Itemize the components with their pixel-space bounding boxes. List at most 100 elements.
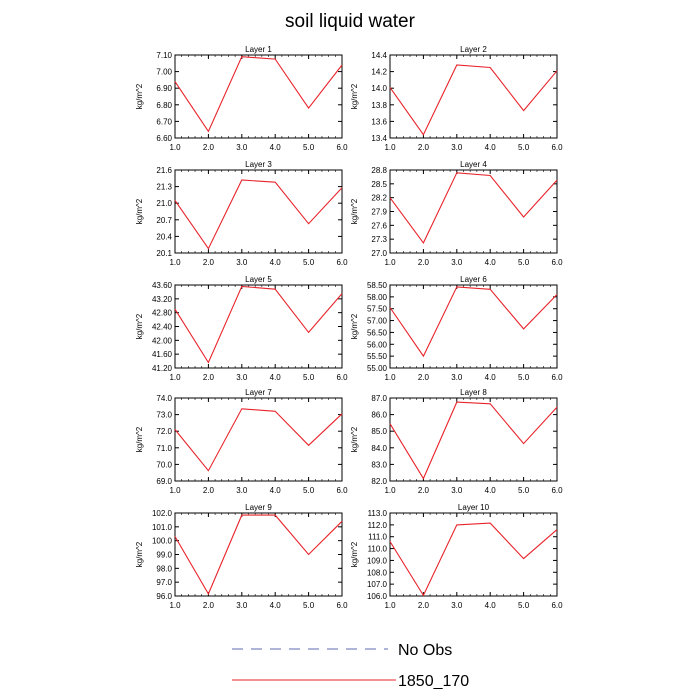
y-tick-label: 28.5 <box>371 180 387 189</box>
panel-frame-layer-6 <box>389 284 558 369</box>
x-tick-label: 1.0 <box>169 601 181 610</box>
x-tick-label: 2.0 <box>203 373 215 382</box>
x-tick-label: 5.0 <box>518 601 530 610</box>
y-tick-label: 58.00 <box>367 293 388 302</box>
x-tick-label: 2.0 <box>418 601 430 610</box>
y-tick-label: 71.0 <box>156 444 172 453</box>
series-line-1850-170 <box>389 286 558 358</box>
panel-title-layer-4: Layer 4 <box>460 160 487 169</box>
x-tick-label: 3.0 <box>236 143 248 152</box>
y-tick-label: 70.0 <box>156 460 172 469</box>
y-tick-label: 96.0 <box>156 592 172 601</box>
x-tick-label: 1.0 <box>169 486 181 495</box>
y-tick-label: 58.50 <box>367 281 388 290</box>
x-tick-label: 6.0 <box>336 258 348 267</box>
x-tick-label: 6.0 <box>551 258 563 267</box>
legend-label-1850-170: 1850_170 <box>398 673 469 690</box>
series-line-1850-170 <box>174 514 343 596</box>
y-tick-label: 27.3 <box>371 235 387 244</box>
y-axis-label: kg/m^2 <box>135 198 144 224</box>
x-tick-label: 2.0 <box>203 143 215 152</box>
panel-layer-1: Layer 1 1.0 2.0 3.0 4.0 5.0 6.0 6.60 6.70 6.80 6.9… <box>135 45 348 152</box>
y-tick-label: 87.0 <box>371 394 387 403</box>
y-tick-label: 13.6 <box>371 117 387 126</box>
panel-frame-layer-4 <box>389 169 558 254</box>
x-tick-label: 1.0 <box>384 143 396 152</box>
x-tick-label: 5.0 <box>518 258 530 267</box>
panel-layer-3: Layer 3 1.0 2.0 3.0 4.0 5.0 6.0 20.1 20.4 20.7 21.… <box>135 160 348 267</box>
y-tick-label: 6.80 <box>156 101 172 110</box>
y-tick-label: 106.0 <box>367 592 388 601</box>
x-tick-label: 4.0 <box>485 373 497 382</box>
y-tick-label: 14.0 <box>371 84 387 93</box>
panels: Layer 1 1.0 2.0 3.0 4.0 5.0 6.0 6.60 6.70 6.80 6.9… <box>135 45 563 610</box>
y-tick-label: 56.50 <box>367 328 388 337</box>
y-tick-label: 55.50 <box>367 352 388 361</box>
y-tick-label: 97.0 <box>156 578 172 587</box>
panel-layer-2: Layer 2 1.0 2.0 3.0 4.0 5.0 6.0 13.4 13.6 13.8 14.… <box>350 45 563 152</box>
y-tick-label: 98.0 <box>156 564 172 573</box>
y-tick-label: 57.00 <box>367 317 388 326</box>
x-tick-label: 5.0 <box>518 143 530 152</box>
x-tick-label: 1.0 <box>384 258 396 267</box>
x-tick-label: 3.0 <box>236 486 248 495</box>
y-tick-label: 57.50 <box>367 305 388 314</box>
y-axis-label: kg/m^2 <box>350 313 359 339</box>
panel-frame-layer-1 <box>174 54 343 139</box>
y-axis-label: kg/m^2 <box>350 198 359 224</box>
y-tick-label: 113.0 <box>368 509 388 518</box>
y-tick-label: 21.0 <box>156 199 172 208</box>
x-tick-label: 6.0 <box>336 601 348 610</box>
panel-title-layer-1: Layer 1 <box>245 45 272 54</box>
x-tick-label: 4.0 <box>485 601 497 610</box>
x-tick-label: 1.0 <box>169 143 181 152</box>
y-tick-label: 27.9 <box>371 208 387 217</box>
y-tick-label: 112.0 <box>368 521 388 530</box>
y-tick-label: 56.00 <box>367 340 388 349</box>
x-tick-label: 6.0 <box>551 143 563 152</box>
panel-frame-layer-9 <box>174 512 343 597</box>
x-tick-label: 5.0 <box>518 373 530 382</box>
y-tick-label: 83.0 <box>371 460 387 469</box>
series-line-1850-170 <box>389 522 558 597</box>
series-line-1850-170 <box>174 56 343 133</box>
y-tick-label: 111.0 <box>368 533 387 542</box>
y-tick-label: 43.20 <box>152 295 173 304</box>
y-tick-label: 7.00 <box>156 68 172 77</box>
x-tick-label: 3.0 <box>236 601 248 610</box>
x-tick-label: 2.0 <box>203 486 215 495</box>
y-tick-label: 42.40 <box>152 323 173 332</box>
y-tick-label: 72.0 <box>156 427 172 436</box>
panel-layer-4: Layer 4 1.0 2.0 3.0 4.0 5.0 6.0 27.0 27.3 27.6 27.… <box>350 160 563 267</box>
y-tick-label: 14.4 <box>371 51 387 60</box>
y-tick-label: 13.8 <box>371 101 387 110</box>
series-line-1850-170 <box>389 401 558 480</box>
y-tick-label: 42.80 <box>152 309 173 318</box>
y-tick-label: 41.20 <box>152 364 173 373</box>
x-tick-label: 3.0 <box>451 373 463 382</box>
y-tick-label: 43.60 <box>152 281 173 290</box>
x-tick-label: 3.0 <box>451 601 463 610</box>
x-tick-label: 1.0 <box>384 601 396 610</box>
panel-frame-layer-2 <box>389 54 558 139</box>
x-tick-label: 2.0 <box>203 601 215 610</box>
x-tick-label: 5.0 <box>303 486 315 495</box>
panel-layer-5: Layer 5 1.0 2.0 3.0 4.0 5.0 6.0 41.20 41.60 42.00… <box>135 275 348 382</box>
y-tick-label: 99.0 <box>156 551 172 560</box>
panel-title-layer-6: Layer 6 <box>460 275 487 284</box>
y-tick-label: 55.00 <box>367 364 388 373</box>
series-line-1850-170 <box>389 172 558 244</box>
panel-layer-9: Layer 9 1.0 2.0 3.0 4.0 5.0 6.0 96.0 97.0 98.0 99.… <box>135 503 348 610</box>
panel-title-layer-5: Layer 5 <box>245 275 272 284</box>
y-tick-label: 20.7 <box>156 216 172 225</box>
figure-title: soil liquid water <box>285 11 416 32</box>
y-tick-label: 28.8 <box>371 166 387 175</box>
y-tick-label: 13.4 <box>371 134 387 143</box>
series-line-1850-170 <box>389 64 558 136</box>
y-tick-label: 42.00 <box>152 336 173 345</box>
y-tick-label: 86.0 <box>371 411 387 420</box>
x-tick-label: 1.0 <box>169 373 181 382</box>
panel-frame-layer-10 <box>389 512 558 597</box>
y-axis-label: kg/m^2 <box>350 541 359 567</box>
